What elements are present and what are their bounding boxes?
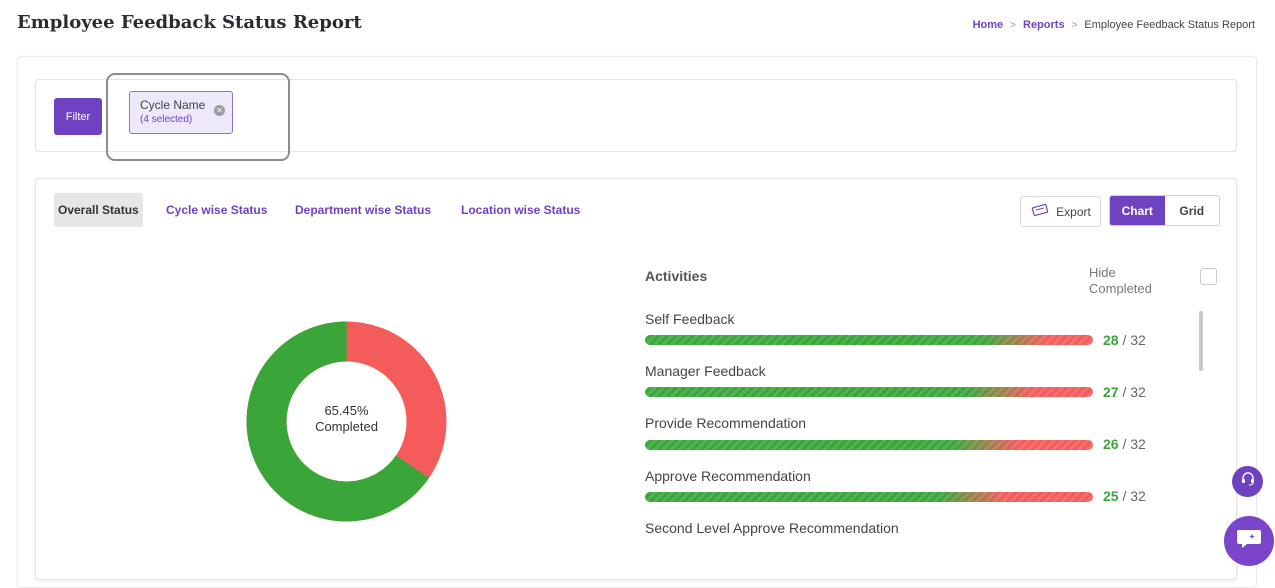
support-button[interactable] xyxy=(1232,466,1263,497)
progress-fill xyxy=(645,492,1093,502)
breadcrumb-current: Employee Feedback Status Report xyxy=(1084,19,1255,31)
donut-completed-segment xyxy=(246,321,447,522)
breadcrumb-separator: > xyxy=(1010,19,1016,31)
hide-completed-label: Hide Completed xyxy=(1089,265,1152,296)
page-title: Employee Feedback Status Report xyxy=(17,12,362,33)
tab-location-wise-status[interactable]: Location wise Status xyxy=(461,203,581,217)
grid-view-button[interactable]: Grid xyxy=(1164,196,1219,225)
activity-count: 28 / 32 xyxy=(1103,332,1146,348)
activity-count: 25 / 32 xyxy=(1103,488,1146,504)
progress-fill xyxy=(645,335,1093,345)
activity-name-second-level-approve: Second Level Approve Recommendation xyxy=(645,520,899,536)
activity-progress-bar xyxy=(645,440,1093,450)
chip-title: Cycle Name xyxy=(140,98,206,112)
chart-view-button[interactable]: Chart xyxy=(1110,196,1165,225)
export-label: Export xyxy=(1056,204,1091,219)
activity-name-self-feedback: Self Feedback xyxy=(645,311,735,327)
breadcrumb-reports[interactable]: Reports xyxy=(1023,19,1065,31)
chat-icon xyxy=(1236,527,1262,556)
activity-count: 27 / 32 xyxy=(1103,384,1146,400)
view-toggle: Chart Grid xyxy=(1109,195,1220,226)
chat-button[interactable] xyxy=(1224,516,1274,566)
breadcrumb-separator: > xyxy=(1071,19,1078,31)
tab-cycle-wise-status[interactable]: Cycle wise Status xyxy=(166,203,268,217)
completion-donut-chart xyxy=(246,321,447,522)
export-button[interactable]: Export xyxy=(1020,196,1101,227)
export-icon xyxy=(1030,203,1050,220)
activity-name-manager-feedback: Manager Feedback xyxy=(645,363,766,379)
status-panel xyxy=(35,178,1237,580)
breadcrumb-home[interactable]: Home xyxy=(972,19,1004,31)
progress-fill xyxy=(645,440,1093,450)
activity-progress-bar xyxy=(645,492,1093,502)
tab-overall-status[interactable]: Overall Status xyxy=(54,193,143,227)
filter-panel xyxy=(35,79,1237,152)
chip-subtitle: (4 selected) xyxy=(140,114,193,125)
activity-count: 26 / 32 xyxy=(1103,436,1146,452)
activities-scrollbar[interactable] xyxy=(1199,311,1203,371)
progress-fill xyxy=(645,387,1093,397)
hide-completed-checkbox[interactable] xyxy=(1200,268,1217,285)
tab-department-wise-status[interactable]: Department wise Status xyxy=(295,203,432,217)
activity-name-approve-recommendation: Approve Recommendation xyxy=(645,468,811,484)
activity-progress-bar xyxy=(645,335,1093,345)
activity-progress-bar xyxy=(645,387,1093,397)
close-icon[interactable]: ✕ xyxy=(214,105,225,116)
donut-percent: 65.45% xyxy=(324,403,369,418)
donut-caption: Completed xyxy=(315,419,378,434)
headset-icon xyxy=(1240,471,1256,492)
donut-center-label: 65.45% Completed xyxy=(286,403,407,435)
filter-button[interactable]: Filter xyxy=(54,98,102,135)
focus-highlight xyxy=(106,73,290,161)
breadcrumb: Home > Reports > Employee Feedback Statu… xyxy=(973,19,1255,31)
activities-header: Activities xyxy=(645,268,708,284)
cycle-name-filter-chip[interactable]: Cycle Name (4 selected) ✕ xyxy=(129,91,233,134)
activity-name-provide-recommendation: Provide Recommendation xyxy=(645,415,807,431)
